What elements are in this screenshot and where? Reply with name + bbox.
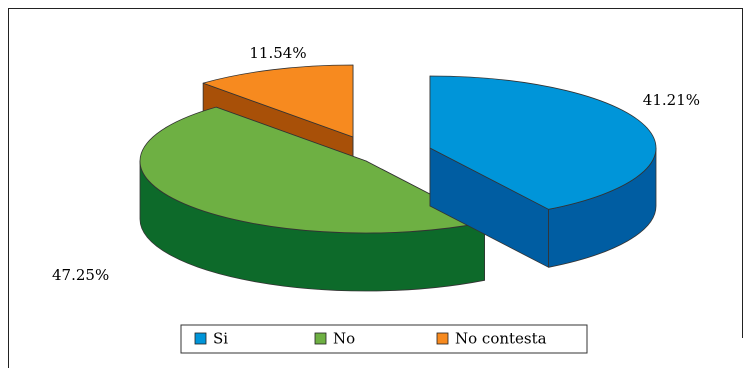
chart-frame: 41.21% 47.25% 11.54% Si No No contesta bbox=[8, 8, 743, 368]
legend-label-no-contesta: No contesta bbox=[455, 330, 547, 348]
legend-swatch-no bbox=[314, 332, 327, 345]
legend-label-si: Si bbox=[213, 330, 228, 348]
slice-label-no: 47.25% bbox=[52, 266, 109, 284]
slice-top-si bbox=[429, 75, 657, 210]
label-layer: 41.21% 47.25% 11.54% bbox=[52, 44, 700, 284]
slice-label-no-contesta: 11.54% bbox=[249, 44, 306, 62]
slice-top-no-contesta bbox=[202, 64, 354, 138]
legend-label-no: No bbox=[333, 330, 355, 348]
slice-label-si: 41.21% bbox=[643, 91, 700, 109]
pie-layer bbox=[139, 64, 657, 292]
slice-top-no bbox=[139, 106, 485, 234]
pie-chart: 41.21% 47.25% 11.54% Si No No contesta bbox=[8, 8, 743, 368]
legend: Si No No contesta bbox=[180, 324, 588, 354]
legend-box bbox=[180, 324, 588, 354]
legend-swatch-no-contesta bbox=[436, 332, 449, 345]
legend-swatch-si bbox=[194, 332, 207, 345]
chart-border bbox=[8, 8, 743, 368]
